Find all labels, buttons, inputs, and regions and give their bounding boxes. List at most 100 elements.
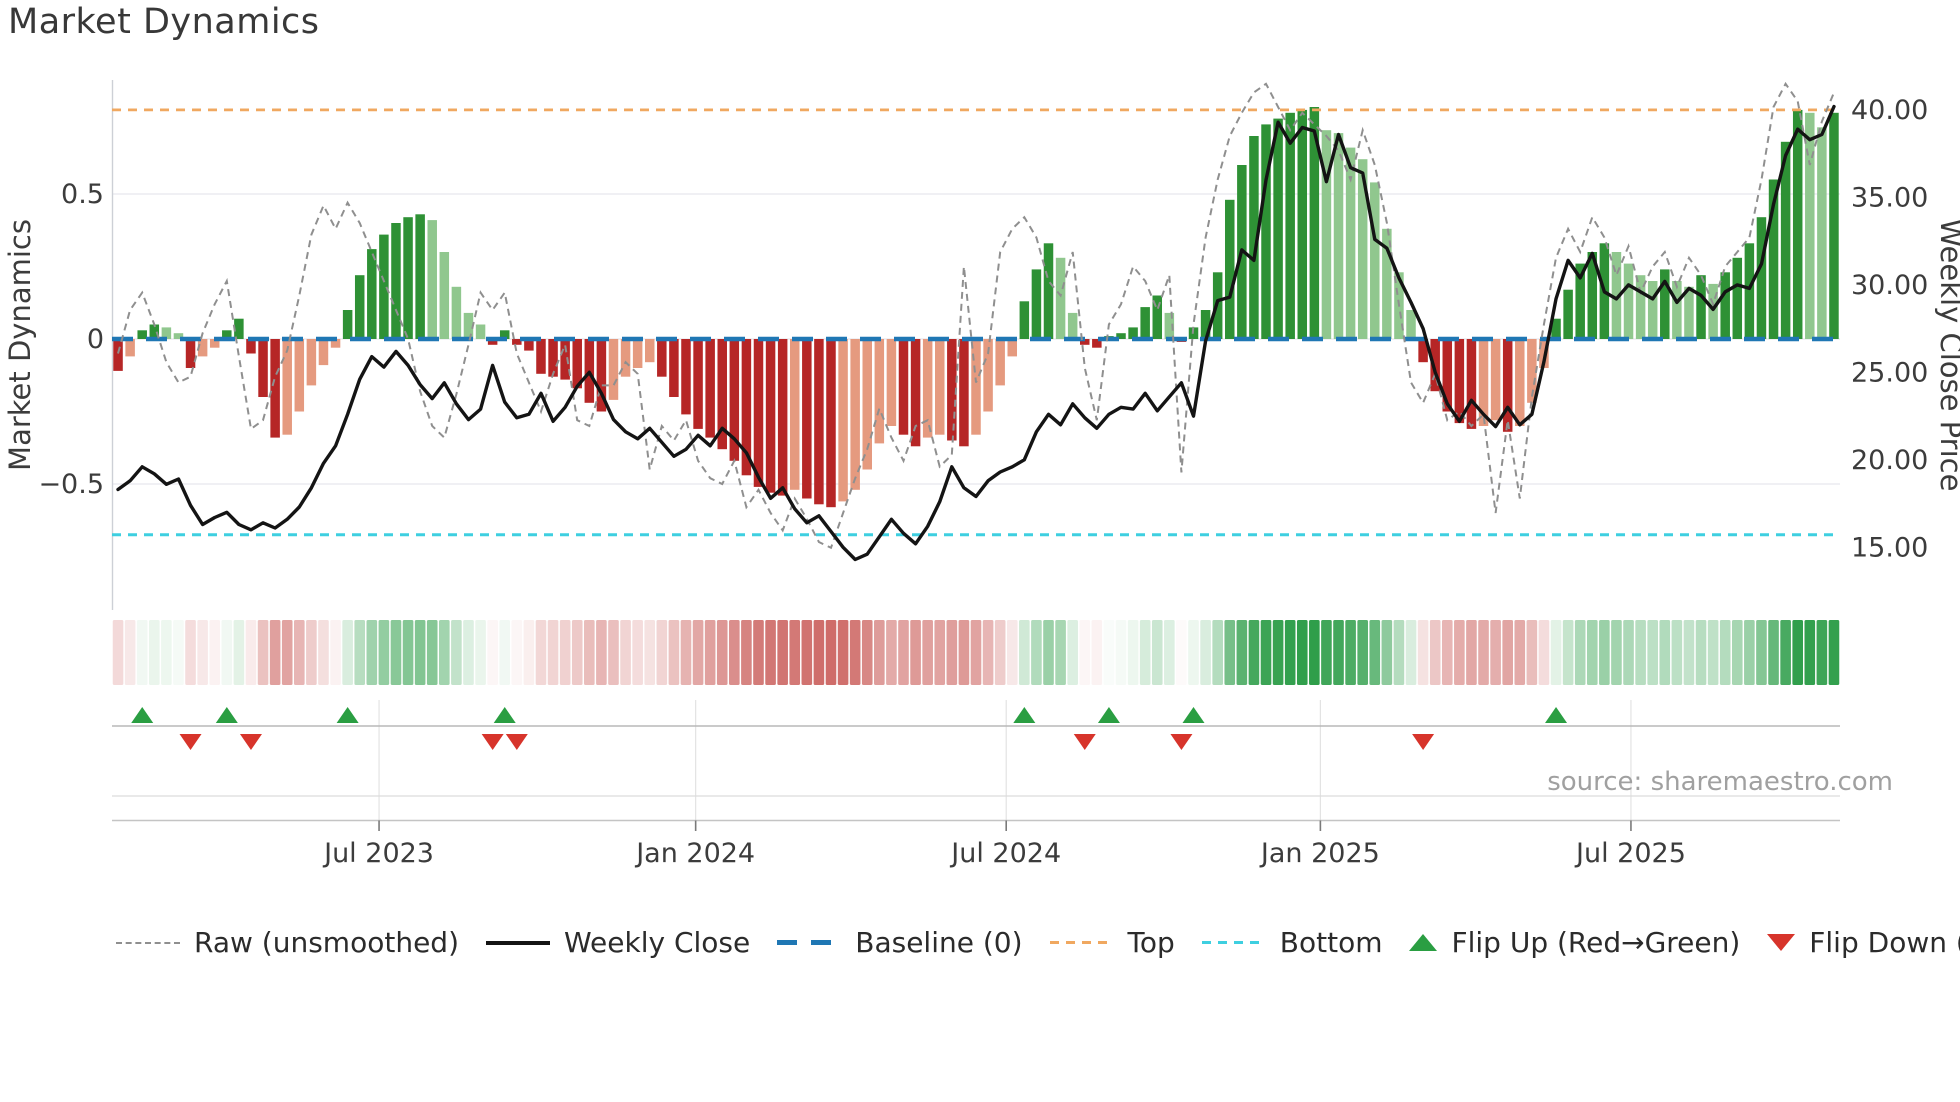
heatmap-cell (185, 620, 196, 685)
heatmap-cell (1731, 620, 1743, 685)
heatmap-cell (257, 620, 269, 685)
heatmap-cell (1671, 620, 1683, 685)
heatmap-cell (584, 620, 595, 685)
dynamics-bar (862, 339, 872, 470)
flip-up-marker (1013, 707, 1036, 723)
dynamics-bar (741, 339, 752, 476)
dynamics-bar (1708, 283, 1718, 339)
heatmap-cell (148, 620, 160, 685)
dynamics-bar (1370, 182, 1380, 339)
heatmap-cell (596, 620, 607, 685)
heatmap-cell (571, 620, 583, 685)
heatmap-cell (1514, 620, 1526, 685)
dynamics-bar (1672, 281, 1682, 339)
flip-up-marker (1545, 707, 1568, 723)
heatmap-cell (825, 620, 837, 685)
heatmap-cell (1538, 620, 1550, 685)
heatmap-cell (620, 620, 631, 685)
dynamics-bar (1623, 263, 1634, 339)
heatmap-cell (161, 620, 172, 685)
dynamics-bar (499, 330, 510, 339)
dynamics-bar (1732, 257, 1743, 339)
heatmap-cell (741, 620, 752, 685)
heatmap-cell (716, 620, 728, 685)
heatmap-cell (1635, 620, 1646, 685)
x-tick-label: Jul 2024 (949, 838, 1061, 869)
dynamics-bar (1647, 281, 1658, 339)
flip-down-marker (1170, 734, 1193, 750)
dynamics-bar (548, 339, 558, 377)
dynamics-bars (113, 107, 1839, 508)
dynamics-bar (1055, 257, 1066, 339)
triangle-up-icon (1409, 934, 1438, 951)
dynamics-bar (1756, 217, 1767, 339)
reference-lines (112, 108, 1840, 537)
heatmap-cell (849, 620, 861, 685)
flip-down-marker (1412, 734, 1435, 750)
dynamics-bar (1454, 339, 1465, 424)
heatmap-cell (704, 620, 716, 685)
left-tick-label: −0.5 (38, 469, 104, 500)
legend-item-flip-down: Flip Down (Green→Red) (1767, 926, 1960, 959)
heatmap-cell (1707, 620, 1719, 685)
dynamics-bar (294, 339, 305, 412)
dynamics-bar (1744, 243, 1755, 339)
heatmap-cell (523, 620, 535, 685)
dynamics-bar (246, 339, 256, 354)
dynamics-bar (596, 339, 607, 412)
heatmap-cell (112, 620, 124, 685)
dynamics-bar (838, 339, 848, 502)
heatmap-cell (1659, 620, 1671, 685)
heatmap-cell (1260, 620, 1272, 685)
heatmap-cell (692, 620, 704, 685)
dynamics-bar (318, 339, 329, 366)
baseline-dash-icon (777, 940, 842, 945)
heatmap-cell (753, 620, 764, 685)
heatmap-cell (1454, 620, 1465, 685)
dynamics-bar (367, 249, 377, 339)
dynamics-bar (1490, 339, 1501, 421)
heatmap-cell (898, 620, 909, 685)
heatmap-cell (1345, 620, 1356, 685)
flip-down-marker (179, 734, 202, 750)
dynamics-bar (475, 324, 486, 339)
heatmap-cell (378, 620, 390, 685)
dynamics-bar (644, 339, 655, 363)
dynamics-bar (330, 339, 341, 348)
y-tick-labels: 0.5 0 −0.5 40.00 35.00 30.00 25.00 20.00 15.00 (38, 95, 1928, 563)
dynamics-bar (512, 339, 522, 345)
dynamics-bar (1466, 339, 1477, 429)
dynamics-bar (1502, 339, 1513, 432)
dynamics-bar (1611, 252, 1622, 339)
heatmap-cell (765, 620, 776, 685)
dynamics-bar (1418, 339, 1428, 363)
dynamics-bar (620, 339, 631, 377)
heatmap-cell (451, 620, 462, 685)
dynamics-bar (898, 339, 909, 435)
heatmap-cell (330, 620, 341, 685)
raw-path (117, 81, 1835, 550)
dynamics-bar (765, 339, 776, 493)
heatmap-cell (1369, 620, 1381, 685)
dynamics-bar (753, 339, 764, 487)
dynamics-bar (415, 214, 425, 339)
dynamics-bar (137, 330, 147, 339)
heatmap-cell (922, 620, 933, 685)
heatmap-cell (1647, 620, 1658, 685)
dynamics-bar (995, 339, 1005, 386)
dynamics-bar (439, 252, 450, 339)
dynamics-bar (1128, 327, 1138, 339)
dynamics-bar (1792, 109, 1803, 340)
dynamics-bar (1273, 118, 1283, 339)
dynamics-bar (1261, 124, 1271, 340)
dynamics-bar (403, 217, 413, 339)
dynamics-bar (971, 339, 981, 435)
dynamics-bar (1817, 127, 1827, 339)
heatmap-cell (1139, 620, 1151, 685)
heatmap-cell (1502, 620, 1513, 685)
dynamics-bar (1563, 289, 1573, 339)
dynamics-bar (1357, 159, 1368, 339)
flip-up-marker (1182, 707, 1205, 723)
heatmap-cell (1357, 620, 1368, 685)
